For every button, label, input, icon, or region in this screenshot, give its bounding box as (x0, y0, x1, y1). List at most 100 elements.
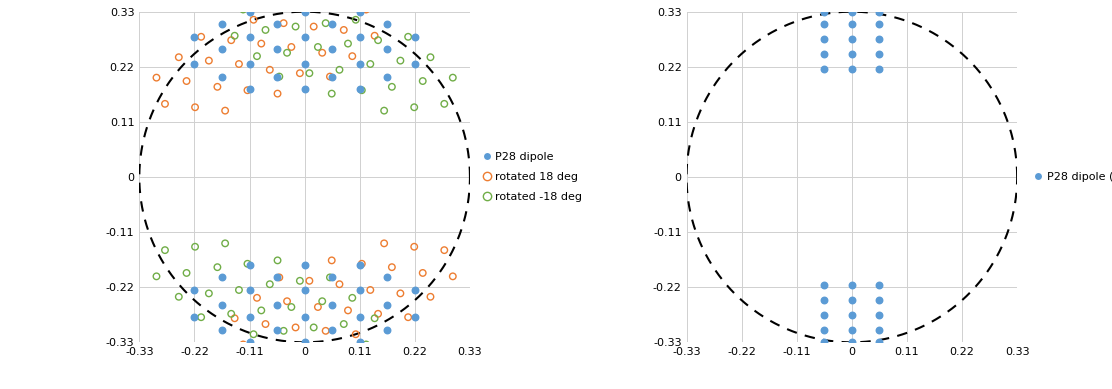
Point (300, 70, 318, 76)
Point (248, 295, 266, 301)
Point (170, 294, 188, 300)
Point (324, 21, 341, 27)
Point (296, 61, 314, 67)
Point (235, 6, 252, 12)
Point (240, 9, 258, 15)
Point (230, 287, 248, 293)
Point (871, 66, 888, 72)
Point (378, 46, 396, 53)
Point (192, 314, 210, 320)
Point (265, 345, 282, 351)
Point (296, 86, 314, 93)
Point (351, 287, 369, 293)
Point (300, 278, 318, 284)
Point (240, 261, 258, 268)
Point (369, 37, 387, 43)
Point (378, 274, 396, 280)
Point (324, 274, 341, 280)
Point (186, 104, 203, 110)
Point (245, 17, 262, 23)
Point (208, 84, 226, 90)
Point (871, 51, 888, 57)
Point (296, 9, 314, 15)
Point (366, 33, 384, 39)
Point (297, 348, 315, 354)
Point (815, 21, 833, 27)
Point (421, 294, 439, 300)
Point (843, 9, 861, 15)
Point (314, 298, 331, 304)
Point (257, 321, 275, 327)
Point (871, 9, 888, 15)
Point (361, 61, 379, 67)
Point (344, 53, 361, 59)
Point (222, 37, 240, 43)
Point (296, 314, 314, 321)
Point (324, 46, 341, 53)
Legend: P28 dipole (rotation-safe): P28 dipole (rotation-safe) (1030, 168, 1112, 186)
Point (305, 324, 322, 331)
Point (843, 21, 861, 27)
Point (353, 261, 370, 267)
Point (815, 36, 833, 42)
Point (269, 257, 287, 263)
Point (270, 74, 288, 80)
Point (317, 328, 335, 334)
Point (351, 33, 369, 40)
Point (815, 339, 833, 345)
Point (378, 301, 396, 308)
Point (399, 34, 417, 40)
Point (399, 314, 417, 320)
Point (414, 78, 431, 84)
Point (240, 86, 258, 93)
Point (351, 9, 369, 15)
Point (208, 264, 226, 270)
Point (226, 33, 244, 39)
Point (815, 312, 833, 318)
Point (230, 61, 248, 67)
Point (324, 74, 341, 80)
Point (268, 46, 286, 53)
Point (268, 301, 286, 308)
Point (871, 327, 888, 333)
Point (324, 327, 341, 333)
Point (330, 67, 348, 73)
Point (843, 51, 861, 57)
Point (815, 66, 833, 72)
Point (330, 281, 348, 287)
Point (378, 21, 396, 27)
Point (421, 54, 439, 60)
Point (296, 33, 314, 40)
Point (871, 339, 888, 345)
Point (871, 312, 888, 318)
Point (406, 287, 424, 293)
Point (216, 240, 234, 247)
Point (214, 327, 231, 333)
Point (186, 244, 203, 250)
Point (871, 21, 888, 27)
Point (357, 342, 375, 348)
Point (353, 87, 370, 93)
Point (309, 304, 327, 310)
Point (339, 40, 357, 47)
Point (291, 278, 309, 284)
Point (295, 348, 312, 354)
Point (335, 321, 353, 327)
Point (282, 304, 300, 310)
Point (282, 44, 300, 50)
Point (405, 104, 423, 110)
Point (843, 297, 861, 303)
Point (275, 20, 292, 26)
Point (322, 91, 340, 97)
Point (335, 27, 353, 33)
Point (235, 342, 252, 348)
Point (240, 61, 258, 67)
Point (414, 270, 431, 276)
Point (268, 327, 286, 333)
Point (436, 101, 454, 107)
Point (843, 282, 861, 288)
Point (357, 6, 375, 12)
Point (270, 274, 288, 280)
Point (240, 314, 258, 321)
Point (156, 101, 173, 107)
